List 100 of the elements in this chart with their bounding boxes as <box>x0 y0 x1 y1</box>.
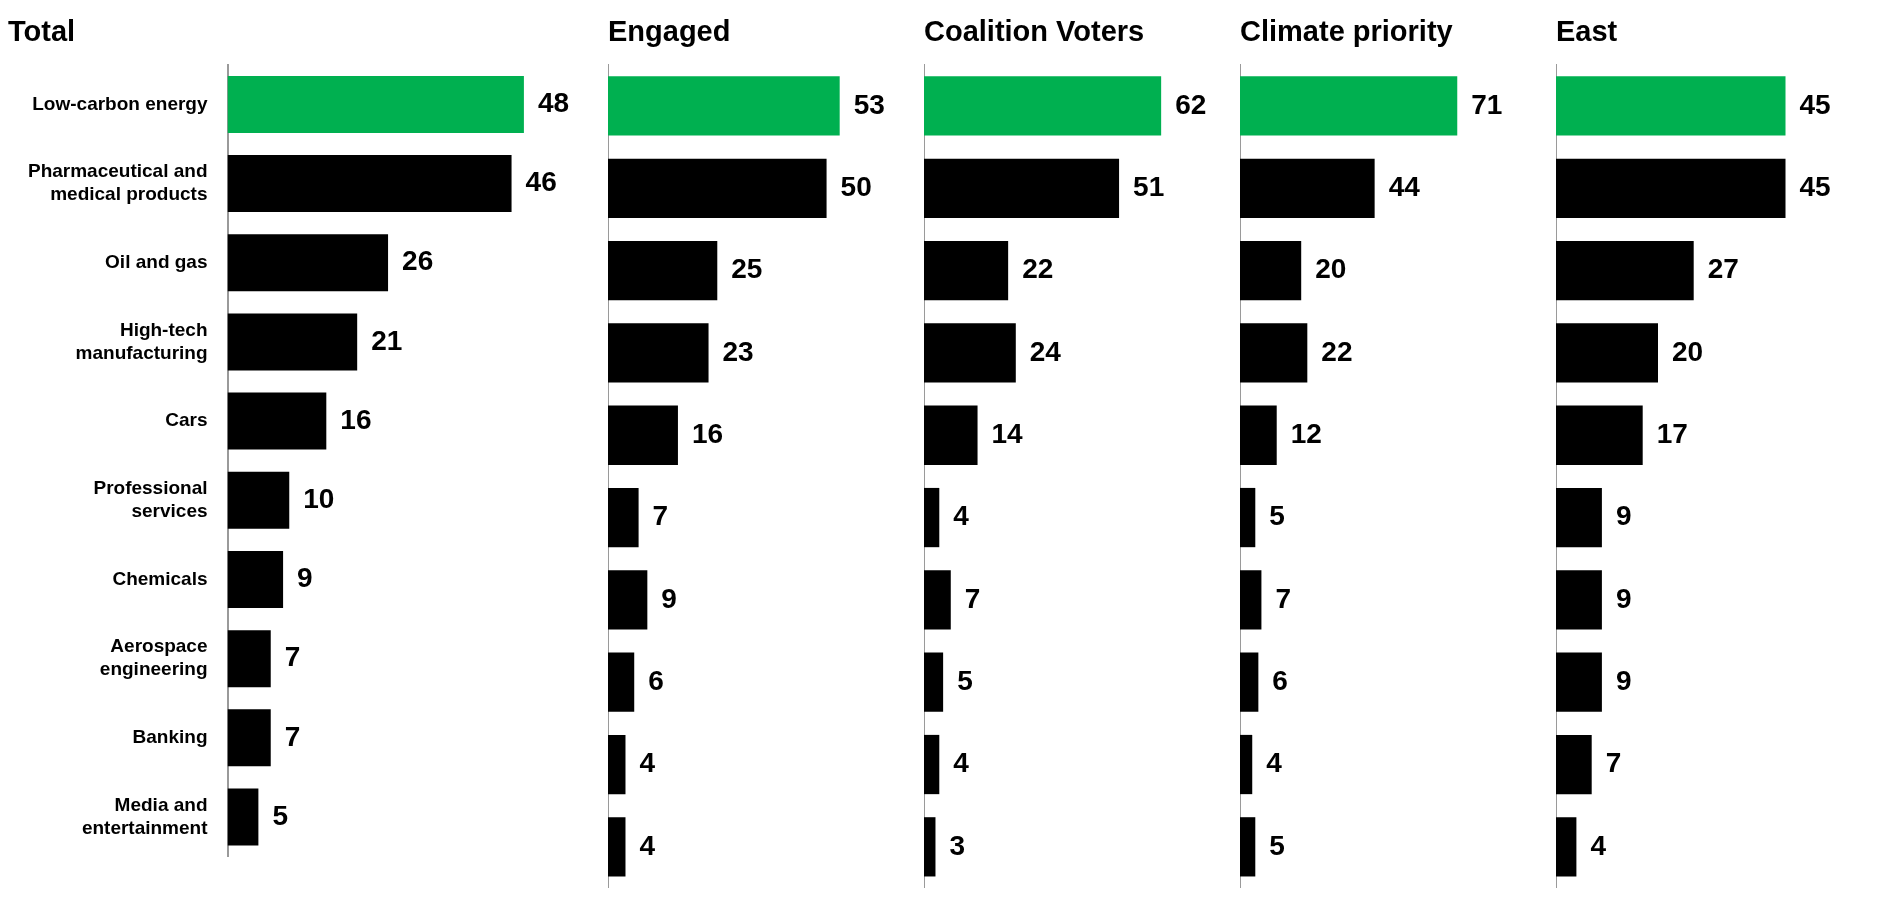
bar <box>924 323 1016 383</box>
data-label: 7 <box>1275 582 1291 614</box>
bar <box>1240 734 1253 795</box>
bar <box>924 76 1162 136</box>
bar <box>924 405 978 465</box>
bar <box>227 550 284 608</box>
data-label: 16 <box>340 403 372 435</box>
data-label: 4 <box>639 747 656 779</box>
chart-title: East <box>1556 15 1618 48</box>
bar <box>1556 652 1602 712</box>
data-label: 9 <box>661 582 677 614</box>
bar <box>608 487 639 548</box>
y-tick-label: Cars <box>165 409 208 431</box>
bar <box>1240 405 1277 465</box>
bar <box>608 817 626 877</box>
bar <box>924 487 940 548</box>
data-label: 46 <box>525 166 557 198</box>
y-tick-label: Pharmaceutical and medical products <box>27 160 208 205</box>
bar <box>608 570 648 630</box>
bar <box>1240 158 1375 218</box>
y-tick-label: Banking <box>132 726 208 748</box>
bar <box>227 471 290 529</box>
data-label: 21 <box>371 324 403 356</box>
data-label: 71 <box>1471 88 1503 120</box>
bar <box>1556 405 1643 465</box>
y-tick-label: Oil and gas <box>105 250 208 272</box>
bar <box>608 76 840 136</box>
data-label: 5 <box>1269 829 1285 861</box>
data-label: 4 <box>1266 747 1283 779</box>
data-label: 4 <box>1590 829 1607 861</box>
data-label: 7 <box>284 641 301 673</box>
data-label: 25 <box>731 253 763 285</box>
chart-title: Engaged <box>608 15 731 48</box>
bar <box>227 630 271 688</box>
data-label: 51 <box>1133 171 1165 202</box>
data-label: 9 <box>1615 582 1632 614</box>
bar <box>1556 817 1577 877</box>
data-label: 45 <box>1799 88 1831 120</box>
data-label: 4 <box>639 829 656 861</box>
data-label: 4 <box>953 747 970 779</box>
data-label: 12 <box>1290 417 1322 449</box>
data-label: 9 <box>1615 500 1632 532</box>
chart-title: Total <box>8 15 76 48</box>
y-tick-label: Aerospace engineering <box>99 635 208 680</box>
data-label: 26 <box>402 245 434 277</box>
bar <box>227 313 358 371</box>
data-label: 7 <box>964 582 981 614</box>
data-label: 9 <box>297 562 313 594</box>
data-label: 53 <box>853 88 885 120</box>
data-label: 20 <box>1672 335 1704 367</box>
bar <box>608 323 709 383</box>
bar <box>1556 76 1786 136</box>
data-label: 7 <box>1605 747 1622 779</box>
bar <box>1556 487 1602 548</box>
bar <box>1240 817 1256 877</box>
data-label: 6 <box>648 664 664 696</box>
bar <box>1556 734 1592 795</box>
data-label: 14 <box>991 417 1024 449</box>
bar <box>608 240 718 301</box>
bar <box>1240 240 1302 301</box>
bar <box>608 652 635 712</box>
data-label: 23 <box>722 335 754 367</box>
data-label: 16 <box>691 417 724 449</box>
bar <box>227 788 259 846</box>
bar <box>1556 158 1786 218</box>
y-tick-label: High-tech manufacturing <box>75 318 208 363</box>
data-label: 7 <box>652 500 669 532</box>
data-label: 10 <box>303 483 335 515</box>
data-label: 6 <box>1272 664 1288 696</box>
data-label: 44 <box>1388 171 1421 202</box>
bar <box>924 734 940 795</box>
bar <box>924 817 936 877</box>
data-label: 4 <box>953 500 970 532</box>
data-label: 17 <box>1656 417 1688 449</box>
y-tick-label: Professional services <box>93 477 208 521</box>
data-label: 62 <box>1175 88 1207 120</box>
bar <box>1240 76 1458 136</box>
data-label: 5 <box>1269 500 1285 532</box>
bar <box>1240 323 1308 383</box>
data-label: 24 <box>1029 335 1062 367</box>
data-label: 5 <box>957 664 973 696</box>
bar <box>1556 570 1602 630</box>
data-label: 48 <box>537 87 570 119</box>
bar <box>608 734 626 795</box>
bar <box>924 652 944 712</box>
chart-title: Coalition Voters <box>924 15 1145 48</box>
data-label: 22 <box>1321 335 1353 367</box>
chart-title: Climate priority <box>1240 15 1453 48</box>
y-tick-label: Chemicals <box>112 567 208 589</box>
bar <box>1556 323 1658 383</box>
data-label: 20 <box>1315 253 1347 285</box>
bar <box>227 234 389 292</box>
data-label: 7 <box>284 720 301 752</box>
data-label: 27 <box>1707 253 1739 285</box>
bar <box>608 405 678 465</box>
bar <box>924 240 1009 301</box>
y-tick-label: Low-carbon energy <box>32 92 208 114</box>
data-label: 22 <box>1022 253 1054 285</box>
bar <box>924 570 951 630</box>
bar <box>1556 240 1694 301</box>
